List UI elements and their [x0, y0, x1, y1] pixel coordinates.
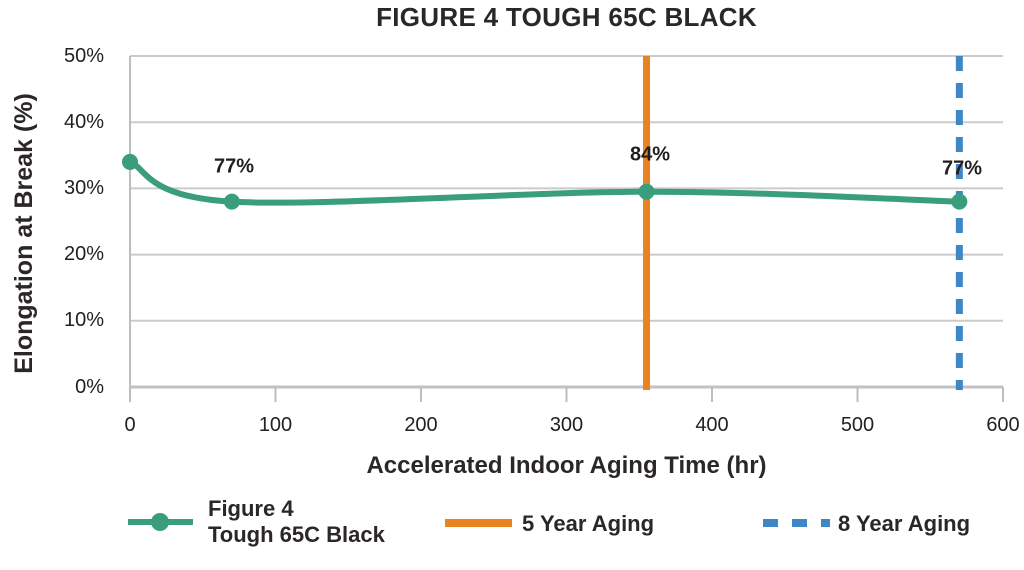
series-marker-355hr	[638, 183, 655, 200]
y-axis-title: Elongation at Break (%)	[9, 93, 38, 374]
point-label-70hr: 77%	[213, 155, 255, 178]
y-tick-label-10: 10%	[63, 309, 104, 331]
x-tick-label-200: 200	[404, 414, 438, 436]
series-marker-570hr	[951, 193, 968, 210]
x-tick-label-400: 400	[695, 414, 729, 436]
legend-label-8-year-aging: 8 Year Aging	[838, 511, 971, 536]
point-label-570hr: 77%	[941, 157, 983, 180]
legend-label-series-line2: Tough 65C Black	[208, 522, 385, 547]
y-tick-label-20: 20%	[63, 243, 104, 265]
legend-label-series-line1: Figure 4	[208, 496, 294, 521]
x-tick-label-0: 0	[124, 414, 136, 436]
y-tick-label-40: 40%	[63, 111, 104, 133]
legend-label-5-year-aging: 5 Year Aging	[522, 511, 655, 536]
chart-title: FIGURE 4 TOUGH 65C BLACK	[376, 2, 757, 32]
x-tick-label-100: 100	[258, 414, 293, 436]
x-tick-label-500: 500	[840, 414, 875, 436]
legend-series-marker-dot	[151, 513, 169, 531]
x-axis-title: Accelerated Indoor Aging Time (hr)	[366, 452, 767, 479]
x-tick-label-300: 300	[549, 414, 584, 436]
y-tick-label-50: 50%	[63, 45, 104, 67]
series-line	[127, 158, 963, 206]
series-marker-70hr	[223, 193, 240, 210]
point-label-355hr: 84%	[629, 143, 671, 166]
y-tick-label-30: 30%	[63, 177, 104, 199]
y-tick-label-0: 0%	[75, 376, 104, 398]
series-marker-0hr	[122, 153, 138, 170]
x-tick-label-600: 600	[986, 414, 1020, 436]
legend-label-series: Figure 4 Tough 65C Black	[208, 496, 385, 548]
